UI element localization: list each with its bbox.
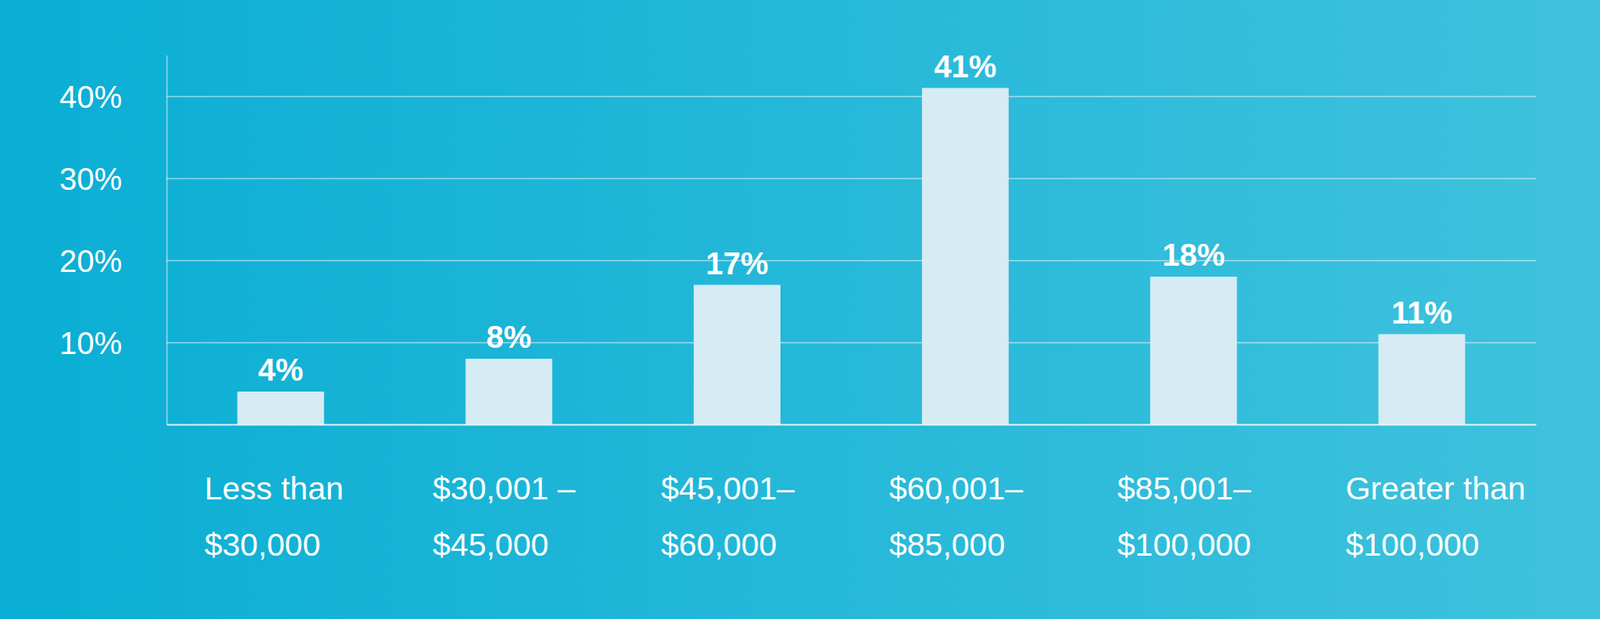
background bbox=[0, 0, 1600, 619]
x-axis: Less than $30,000 $30,001 – $45,000 $45,00… bbox=[167, 424, 1537, 564]
x-tick-label: Greater than $100,000 bbox=[1345, 470, 1536, 564]
grid-line bbox=[166, 260, 1536, 262]
y-tick-label: 30% bbox=[59, 161, 122, 197]
data-labels: 4% 8% 17% 41% 18% 11% bbox=[258, 49, 1453, 388]
data-label: 41% bbox=[933, 49, 997, 84]
x-tick-label: $60,001–$85,000 bbox=[889, 470, 1023, 564]
x-tick: $60,001–$85,000 bbox=[889, 424, 1023, 564]
data-label: 8% bbox=[486, 319, 532, 355]
data-label: 17% bbox=[706, 246, 769, 281]
bar bbox=[1378, 334, 1466, 426]
x-tick-label: $85,001–$100,000 bbox=[1117, 470, 1252, 564]
bar bbox=[465, 358, 553, 425]
grid-line bbox=[166, 96, 1536, 98]
y-tick: 30% bbox=[59, 161, 1536, 197]
y-tick: 20% bbox=[59, 243, 1536, 279]
data-label: 11% bbox=[1391, 295, 1453, 331]
x-tick: $30,001 – $45,000 bbox=[432, 424, 585, 564]
bar bbox=[236, 391, 324, 425]
y-tick-label: 10% bbox=[59, 326, 122, 361]
bar bbox=[921, 88, 1009, 426]
bar bbox=[1150, 276, 1238, 425]
x-tick: $85,001–$100,000 bbox=[1117, 424, 1252, 564]
grid-line bbox=[166, 342, 1536, 345]
y-tick-label: 40% bbox=[59, 79, 122, 115]
x-tick: Less than $30,000 bbox=[204, 424, 352, 564]
x-tick: Greater than $100,000 bbox=[1345, 424, 1536, 564]
y-axis-line bbox=[166, 55, 169, 426]
y-tick-label: 20% bbox=[59, 243, 122, 279]
grid-line bbox=[166, 178, 1536, 180]
data-label: 4% bbox=[258, 352, 304, 388]
x-tick: $45,001–$60,000 bbox=[660, 424, 795, 564]
bars bbox=[236, 88, 1465, 426]
y-tick: 40% bbox=[59, 79, 1536, 115]
data-label: 18% bbox=[1162, 237, 1225, 273]
x-tick-label: $30,001 – $45,000 bbox=[432, 470, 585, 564]
y-axis: 10% 20% 30% 40% bbox=[59, 55, 1536, 426]
x-axis-line bbox=[167, 424, 1537, 427]
x-tick-label: $45,001–$60,000 bbox=[660, 470, 795, 564]
bar bbox=[693, 285, 781, 426]
x-tick-label: Less than $30,000 bbox=[204, 470, 352, 564]
chart: 10% 20% 30% 40% Less than $30,000 $30,001 – $… bbox=[0, 0, 1600, 619]
